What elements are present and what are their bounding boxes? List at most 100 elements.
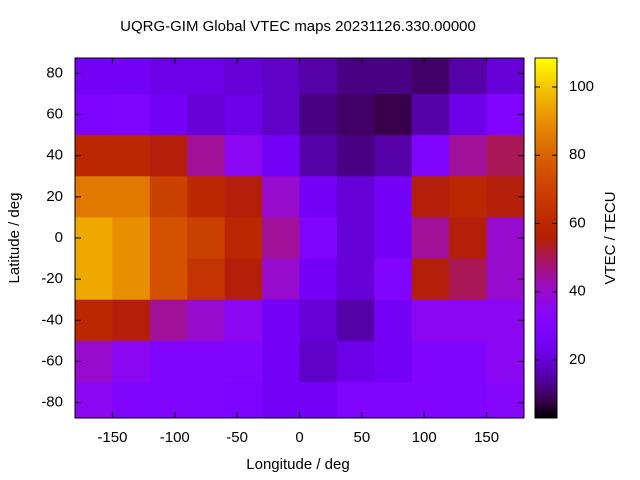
heat-cell xyxy=(449,299,488,342)
heat-cell xyxy=(449,176,488,218)
heat-cell xyxy=(262,58,300,95)
y-tick-label: 40 xyxy=(46,147,63,164)
heat-cell xyxy=(75,176,113,218)
heat-cell xyxy=(411,299,450,342)
heat-cell xyxy=(187,58,226,95)
heat-cell xyxy=(75,299,113,342)
heat-cell xyxy=(112,58,151,95)
heat-cell xyxy=(411,94,450,136)
heat-cell xyxy=(75,58,113,95)
y-tick-label: 0 xyxy=(55,229,63,246)
heat-cell xyxy=(224,94,263,136)
heat-cell xyxy=(449,135,488,177)
heat-cell xyxy=(224,135,263,177)
heat-cell xyxy=(224,382,263,418)
heat-cell xyxy=(374,58,413,95)
heat-cell xyxy=(336,382,375,418)
colorbar-label: VTEC / TECU xyxy=(602,191,619,284)
heat-cell xyxy=(486,135,524,177)
colorbar-tick-label: 80 xyxy=(569,146,586,163)
x-tick-label: 100 xyxy=(412,429,437,446)
heat-cell xyxy=(486,382,524,418)
heat-cell xyxy=(187,217,226,260)
heat-cell xyxy=(262,217,300,260)
heat-cell xyxy=(149,340,188,383)
heat-cell xyxy=(224,299,263,342)
heat-cell xyxy=(411,217,450,260)
heat-cell xyxy=(149,135,188,177)
heat-cell xyxy=(486,258,524,301)
x-tick-label: 150 xyxy=(474,429,499,446)
heat-cell xyxy=(374,94,413,136)
heat-cell xyxy=(411,382,450,418)
heat-cell xyxy=(336,340,375,383)
y-tick-label: 60 xyxy=(46,106,63,123)
heat-cell xyxy=(486,176,524,218)
heat-cell xyxy=(374,176,413,218)
y-tick-label: -80 xyxy=(41,394,63,411)
heat-cell xyxy=(187,340,226,383)
y-tick-label: 20 xyxy=(46,188,63,205)
heat-cell xyxy=(374,217,413,260)
heat-cell xyxy=(411,135,450,177)
colorbar-tick-label: 20 xyxy=(569,351,586,368)
heat-cell xyxy=(336,258,375,301)
heat-cell xyxy=(112,135,151,177)
heat-cell xyxy=(299,340,338,383)
heat-cell xyxy=(262,135,300,177)
heat-cell xyxy=(187,94,226,136)
heat-cell xyxy=(449,382,488,418)
heat-cell xyxy=(187,382,226,418)
heat-cell xyxy=(449,94,488,136)
heat-cell xyxy=(299,217,338,260)
heat-cell xyxy=(336,94,375,136)
colorbar-tick-label: 40 xyxy=(569,283,586,300)
x-axis-label: Longitude / deg xyxy=(246,456,349,473)
heat-cell xyxy=(224,340,263,383)
heat-cell xyxy=(411,340,450,383)
colorbar xyxy=(534,57,558,419)
heat-cell xyxy=(75,217,113,260)
heat-cell xyxy=(149,94,188,136)
heat-cell xyxy=(336,217,375,260)
heat-cell xyxy=(299,58,338,95)
x-tick-label: 0 xyxy=(295,429,303,446)
colorbar-tick-label: 60 xyxy=(569,214,586,231)
heat-cell xyxy=(411,58,450,95)
heat-cell xyxy=(336,135,375,177)
heat-cell xyxy=(299,135,338,177)
heat-cell xyxy=(224,217,263,260)
y-tick-label: -20 xyxy=(41,270,63,287)
x-tick-label: -150 xyxy=(97,429,127,446)
y-axis-label: Latitude / deg xyxy=(6,193,23,284)
heat-cell xyxy=(187,135,226,177)
heat-cell xyxy=(336,176,375,218)
colorbar-tick-label: 100 xyxy=(569,78,594,95)
heat-cell xyxy=(299,299,338,342)
heatmap xyxy=(75,58,524,418)
heat-cell xyxy=(374,299,413,342)
heat-cell xyxy=(112,94,151,136)
x-tick-label: 50 xyxy=(354,429,371,446)
heat-cell xyxy=(112,258,151,301)
heat-cell xyxy=(112,382,151,418)
heat-cell xyxy=(75,382,113,418)
heat-cell xyxy=(75,340,113,383)
heat-cell xyxy=(486,299,524,342)
heat-cell xyxy=(149,382,188,418)
chart-title: UQRG-GIM Global VTEC maps 20231126.330.0… xyxy=(120,18,476,35)
heat-cell xyxy=(112,299,151,342)
heat-cell xyxy=(187,176,226,218)
heat-cell xyxy=(486,217,524,260)
heat-cell xyxy=(262,94,300,136)
heat-cell xyxy=(262,382,300,418)
heat-cell xyxy=(486,58,524,95)
heat-cell xyxy=(336,299,375,342)
y-tick-label: -60 xyxy=(41,352,63,369)
y-tick-label: 80 xyxy=(46,64,63,81)
heat-cell xyxy=(299,94,338,136)
heat-cell xyxy=(262,176,300,218)
heat-cell xyxy=(75,135,113,177)
heat-cell xyxy=(112,217,151,260)
heat-cell xyxy=(299,382,338,418)
